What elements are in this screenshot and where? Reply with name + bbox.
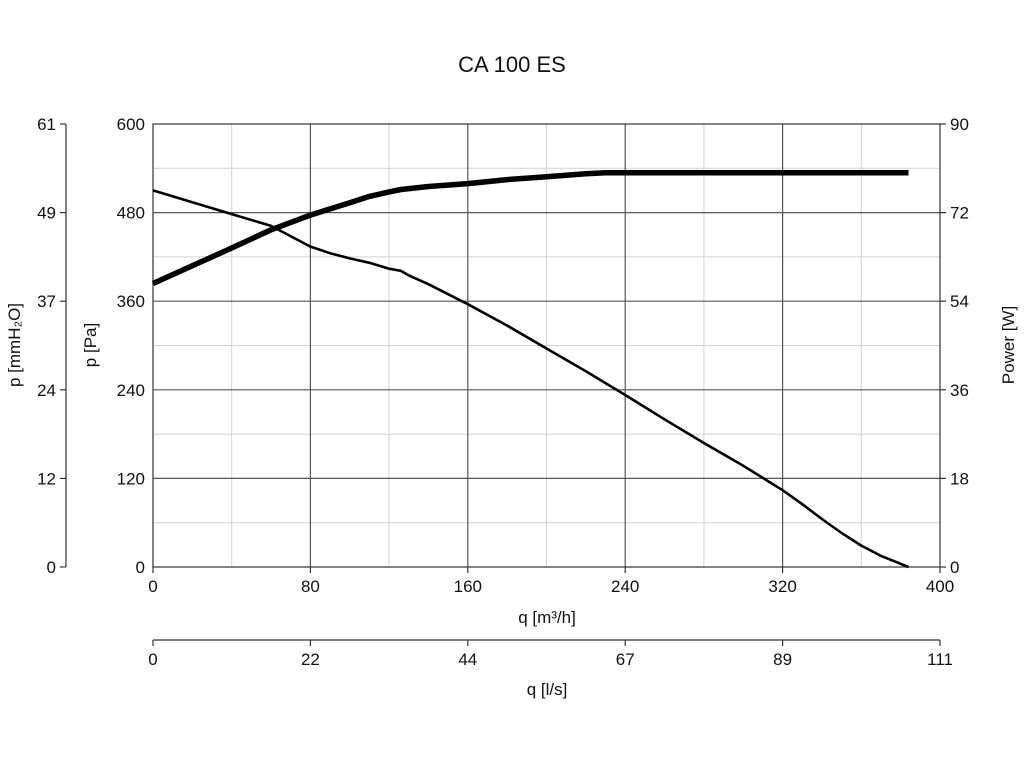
y-outer-tick-label: 61: [37, 115, 56, 134]
axes-layer: 0 120 240 360 480 600 0 18 36 54 72 90 0 12 24 37 49 61 0 8…: [37, 115, 969, 669]
y2-tick-label: 0: [950, 558, 959, 577]
x-tick-label: 400: [926, 577, 954, 596]
y2-tick-label: 90: [950, 115, 969, 134]
y-tick-label: 0: [136, 558, 145, 577]
y-tick-label: 360: [117, 292, 145, 311]
y-outer-tick-label: 49: [37, 204, 56, 223]
x2-axis-label: q [l/s]: [527, 680, 568, 699]
x2-tick-label: 89: [773, 650, 792, 669]
y2-tick-label: 72: [950, 204, 969, 223]
y2-tick-label: 36: [950, 381, 969, 400]
x2-tick-label: 67: [616, 650, 635, 669]
y-outer-tick-label: 24: [37, 381, 56, 400]
x-tick-label: 240: [611, 577, 639, 596]
x2-tick-label: 0: [148, 650, 157, 669]
x-tick-label: 80: [301, 577, 320, 596]
y-outer-tick-label: 37: [37, 292, 56, 311]
plot-frame: [152, 123, 941, 568]
y-tick-label: 120: [117, 469, 145, 488]
y-outer-tick-label: 12: [37, 469, 56, 488]
y-tick-label: 600: [117, 115, 145, 134]
y-tick-label: 480: [117, 204, 145, 223]
x-tick-label: 0: [148, 577, 157, 596]
grid: [153, 124, 940, 567]
y-outer-axis-label: p [mmH₂O]: [5, 303, 24, 387]
y-tick-label: 240: [117, 381, 145, 400]
power-curve-line: [151, 169, 909, 287]
x-axis-label: q [m³/h]: [518, 608, 576, 627]
y-axis-label: p [Pa]: [81, 323, 100, 367]
y2-tick-label: 54: [950, 292, 969, 311]
plot-border: [152, 123, 941, 568]
y2-axis-label: Power [W]: [999, 306, 1018, 384]
x-tick-label: 320: [768, 577, 796, 596]
y-outer-tick-label: 0: [47, 558, 56, 577]
x2-tick-label: 44: [458, 650, 477, 669]
series-layer: [151, 169, 909, 569]
chart-title: CA 100 ES: [458, 52, 566, 77]
x2-tick-label: 22: [301, 650, 320, 669]
x2-tick-label: 111: [927, 650, 953, 669]
x-tick-label: 160: [454, 577, 482, 596]
pressure-curve-line: [152, 189, 909, 569]
y2-tick-label: 18: [950, 469, 969, 488]
